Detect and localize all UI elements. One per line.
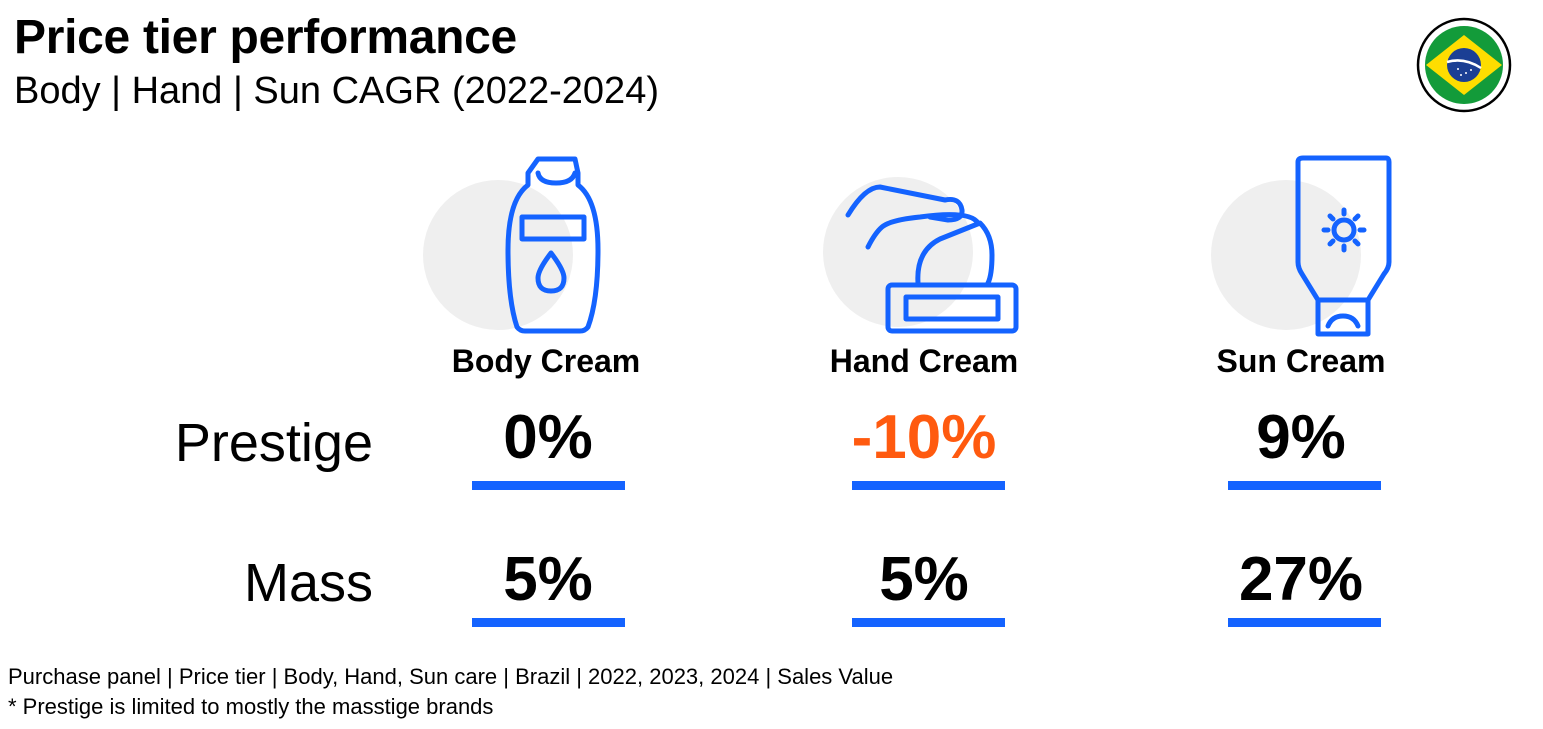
footnote: * Prestige is limited to mostly the mass…	[8, 694, 494, 719]
underline-prestige-sun-cream	[1228, 481, 1381, 490]
page-title: Price tier performance	[14, 11, 517, 64]
value-mass-hand-cream: 5%	[879, 545, 969, 614]
value-prestige-hand-cream: -10%	[851, 403, 997, 472]
column-label-sun-cream: Sun Cream	[1216, 343, 1386, 379]
page-subtitle: Body | Hand | Sun CAGR (2022-2024)	[14, 70, 659, 112]
row-label-prestige: Prestige	[174, 413, 373, 473]
underline-mass-sun-cream	[1228, 618, 1381, 627]
value-mass-body-cream: 5%	[503, 545, 593, 614]
value-prestige-body-cream: 0%	[503, 403, 593, 472]
column-label-hand-cream: Hand Cream	[829, 343, 1019, 379]
source-note: Purchase panel | Price tier | Body, Hand…	[8, 664, 894, 689]
row-label-mass: Mass	[243, 553, 373, 613]
body-lotion-bottle-icon	[420, 155, 620, 345]
sunscreen-tube-icon	[1208, 150, 1408, 340]
value-prestige-sun-cream: 9%	[1256, 403, 1346, 472]
underline-prestige-body-cream	[472, 481, 625, 490]
underline-prestige-hand-cream	[852, 481, 1005, 490]
column-label-body-cream: Body Cream	[451, 343, 641, 379]
value-mass-sun-cream: 27%	[1238, 545, 1364, 614]
brazil-flag-icon	[1416, 17, 1512, 113]
underline-mass-body-cream	[472, 618, 625, 627]
underline-mass-hand-cream	[852, 618, 1005, 627]
hand-cream-jar-icon	[820, 155, 1020, 345]
